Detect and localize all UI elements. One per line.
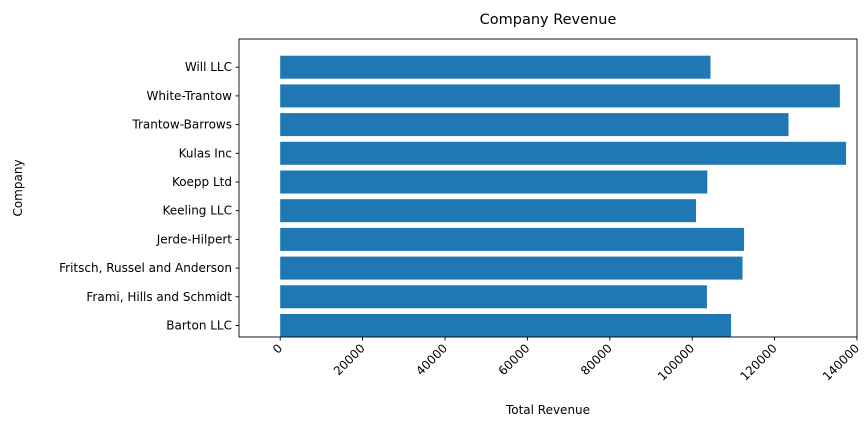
y-tick-label: White-Trantow xyxy=(147,89,233,103)
bar-8 xyxy=(280,84,840,108)
chart-title: Company Revenue xyxy=(480,12,617,28)
y-tick-label: Trantow-Barrows xyxy=(131,118,232,132)
y-tick-label: Will LLC xyxy=(185,60,232,74)
bars-group xyxy=(280,55,847,337)
bar-4 xyxy=(280,199,697,223)
x-tick-label: 20000 xyxy=(331,341,368,378)
x-tick-label: 40000 xyxy=(413,341,450,378)
bar-9 xyxy=(280,55,711,79)
bar-5 xyxy=(280,170,708,194)
bar-3 xyxy=(280,227,745,251)
y-axis-ticks: Barton LLC Frami, Hills and Schmidt Fritsc… xyxy=(59,60,239,333)
y-tick-label: Frami, Hills and Schmidt xyxy=(86,290,232,304)
x-axis-label: Total Revenue xyxy=(505,403,590,417)
x-tick-label: 0 xyxy=(270,341,285,356)
plot-frame xyxy=(238,38,858,338)
x-tick-label: 100000 xyxy=(655,341,697,383)
bar-1 xyxy=(280,285,707,309)
y-tick-label: Keeling LLC xyxy=(163,204,233,218)
x-tick-label: 140000 xyxy=(820,341,862,383)
x-tick-label: 80000 xyxy=(578,341,615,378)
bar-6 xyxy=(280,141,847,165)
x-tick-label: 60000 xyxy=(496,341,533,378)
bar-2 xyxy=(280,256,743,280)
y-tick-label: Koepp Ltd xyxy=(172,175,232,189)
x-axis-ticks: 0 20000 40000 60000 80000 100000 120000 140000 xyxy=(270,337,862,384)
y-tick-label: Jerde-Hilpert xyxy=(156,232,233,246)
y-tick-label: Barton LLC xyxy=(166,319,232,333)
y-tick-label: Kulas Inc xyxy=(179,146,232,160)
y-axis-label: Company xyxy=(11,159,25,216)
y-tick-label: Fritsch, Russel and Anderson xyxy=(59,261,232,275)
bar-7 xyxy=(280,113,789,137)
bar-0 xyxy=(280,314,732,337)
x-tick-label: 120000 xyxy=(737,341,779,383)
